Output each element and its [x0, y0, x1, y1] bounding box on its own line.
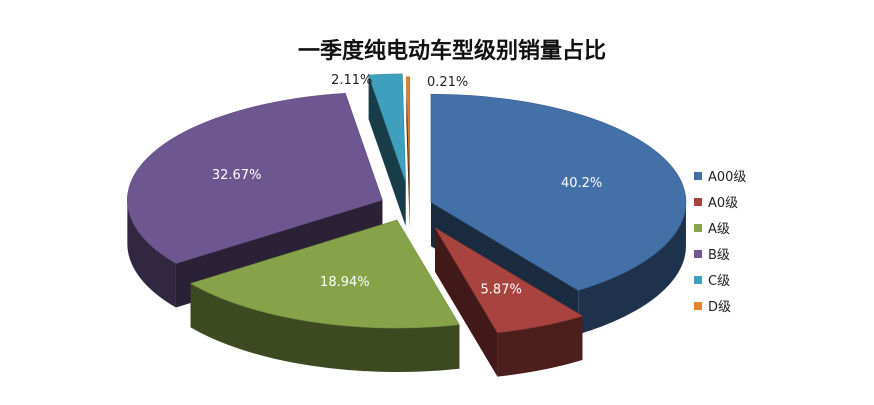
data-label-1: 5.87%: [481, 283, 522, 298]
data-label-3: 32.67%: [212, 168, 262, 183]
legend-label-1: A0级: [708, 196, 738, 211]
data-label-4: 2.11%: [331, 73, 372, 88]
legend-swatch-3: [694, 250, 702, 258]
data-label-2: 18.94%: [320, 275, 370, 290]
legend-swatch-2: [694, 224, 702, 232]
legend-label-2: A级: [708, 222, 730, 237]
legend-swatch-4: [694, 276, 702, 284]
pie-slice-4: [368, 73, 406, 226]
chart-title: 一季度纯电动车型级别销量占比: [298, 38, 606, 64]
legend-swatch-0: [694, 172, 702, 180]
legend: A00级 A0级 A级 B级 C级 D级: [694, 170, 746, 315]
pie-slices: [127, 73, 687, 377]
pie-slice-2: [189, 219, 460, 373]
pie-slice-5: [406, 76, 410, 229]
legend-swatch-5: [694, 302, 702, 310]
legend-label-5: D级: [708, 300, 731, 315]
legend-swatch-1: [694, 198, 702, 206]
data-label-5: 0.21%: [427, 75, 468, 90]
legend-label-4: C级: [708, 274, 730, 289]
legend-label-0: A00级: [708, 170, 746, 185]
pie-slice-1: [434, 227, 584, 377]
data-label-0: 40.2%: [561, 176, 602, 191]
legend-label-3: B级: [708, 248, 730, 263]
data-labels: 40.2% 5.87% 18.94% 32.67% 2.11% 0.21%: [212, 73, 602, 298]
